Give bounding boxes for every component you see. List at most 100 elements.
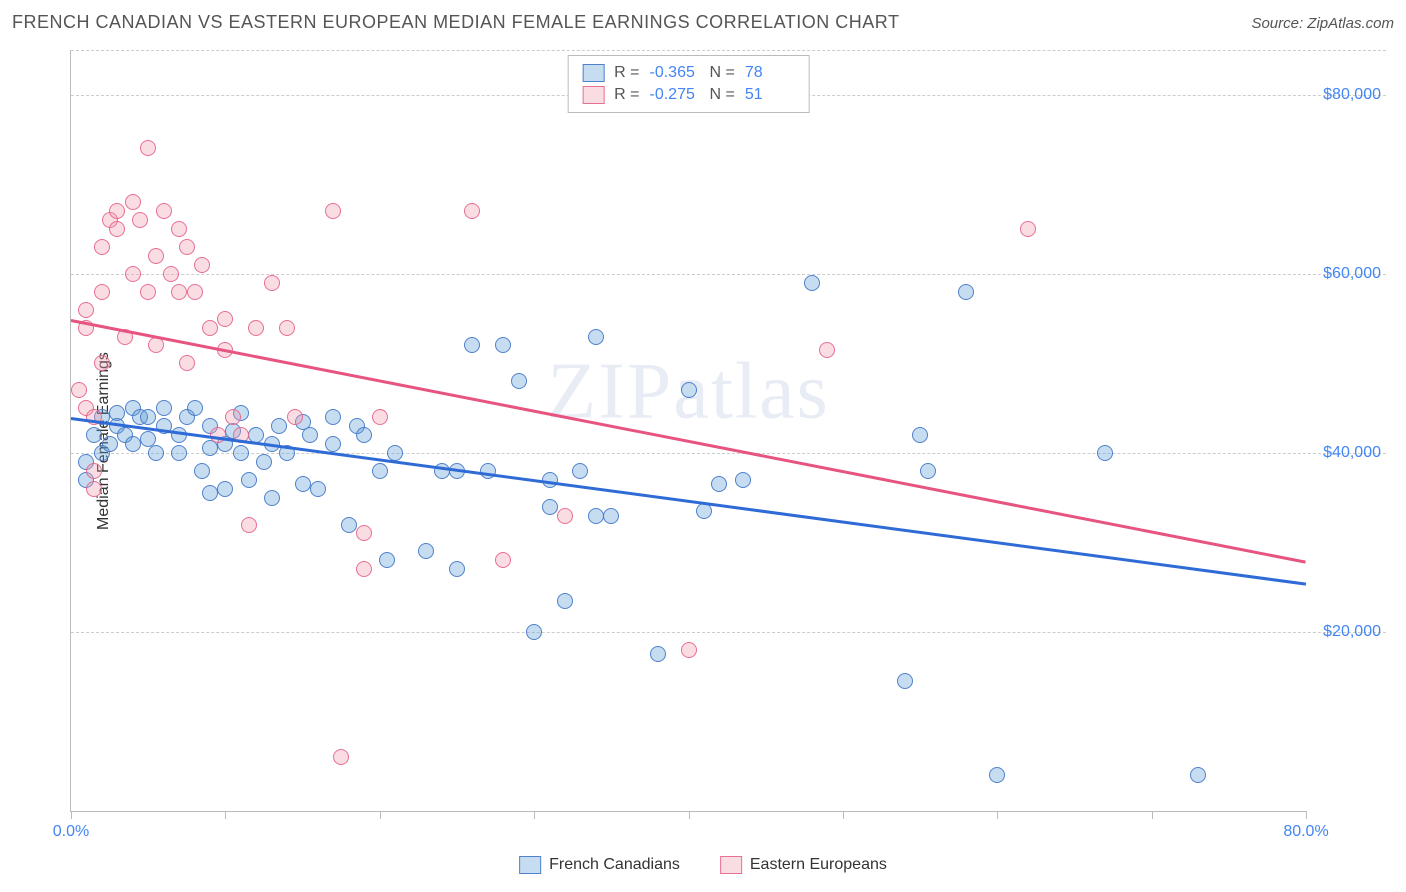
correlation-stats-box: R =-0.365N =78R =-0.275N =51 [567, 55, 810, 113]
data-point [897, 673, 913, 689]
data-point [171, 427, 187, 443]
stat-n-value: 78 [745, 64, 795, 82]
legend-swatch [582, 86, 604, 104]
data-point [256, 454, 272, 470]
data-point [94, 284, 110, 300]
data-point [109, 221, 125, 237]
data-point [102, 436, 118, 452]
data-point [920, 463, 936, 479]
stat-n-label: N = [710, 64, 735, 82]
data-point [156, 203, 172, 219]
data-point [557, 508, 573, 524]
data-point [572, 463, 588, 479]
x-tick [843, 811, 844, 819]
stats-row: R =-0.275N =51 [582, 84, 795, 106]
data-point [588, 508, 604, 524]
data-point [86, 427, 102, 443]
data-point [681, 382, 697, 398]
data-point [171, 284, 187, 300]
data-point [325, 409, 341, 425]
legend: French Canadians Eastern Europeans [519, 856, 887, 874]
data-point [163, 266, 179, 282]
x-tick [1152, 811, 1153, 819]
data-point [71, 382, 87, 398]
data-point [109, 203, 125, 219]
data-point [333, 749, 349, 765]
data-point [603, 508, 619, 524]
data-point [310, 481, 326, 497]
data-point [156, 400, 172, 416]
data-point [379, 552, 395, 568]
data-point [202, 320, 218, 336]
data-point [279, 320, 295, 336]
data-point [264, 275, 280, 291]
x-tick-label: 80.0% [1283, 823, 1328, 841]
legend-label: French Canadians [549, 856, 680, 874]
data-point [171, 445, 187, 461]
data-point [148, 337, 164, 353]
data-point [194, 463, 210, 479]
data-point [233, 445, 249, 461]
x-tick-label: 0.0% [53, 823, 89, 841]
data-point [735, 472, 751, 488]
data-point [912, 427, 928, 443]
data-point [681, 642, 697, 658]
data-point [179, 239, 195, 255]
data-point [372, 463, 388, 479]
stat-n-label: N = [710, 86, 735, 104]
data-point [125, 266, 141, 282]
data-point [171, 221, 187, 237]
data-point [225, 409, 241, 425]
data-point [125, 436, 141, 452]
data-point [495, 552, 511, 568]
data-point [542, 499, 558, 515]
data-point [241, 517, 257, 533]
data-point [989, 767, 1005, 783]
data-point [372, 409, 388, 425]
gridline [71, 50, 1386, 51]
data-point [94, 239, 110, 255]
data-point [464, 337, 480, 353]
data-point [341, 517, 357, 533]
data-point [464, 203, 480, 219]
stat-r-label: R = [614, 86, 639, 104]
stat-r-label: R = [614, 64, 639, 82]
data-point [264, 490, 280, 506]
data-point [325, 436, 341, 452]
data-point [202, 485, 218, 501]
gridline [71, 632, 1386, 633]
chart-container: Median Female Earnings ZIPatlas R =-0.36… [50, 50, 1386, 832]
data-point [287, 409, 303, 425]
data-point [125, 194, 141, 210]
data-point [418, 543, 434, 559]
legend-swatch [582, 64, 604, 82]
data-point [194, 257, 210, 273]
data-point [217, 311, 233, 327]
data-point [588, 329, 604, 345]
data-point [132, 212, 148, 228]
stat-n-value: 51 [745, 86, 795, 104]
data-point [140, 284, 156, 300]
data-point [356, 561, 372, 577]
data-point [179, 355, 195, 371]
data-point [148, 248, 164, 264]
data-point [1097, 445, 1113, 461]
data-point [217, 481, 233, 497]
data-point [804, 275, 820, 291]
data-point [449, 561, 465, 577]
data-point [187, 400, 203, 416]
y-tick-label: $60,000 [1323, 265, 1381, 283]
x-tick [225, 811, 226, 819]
data-point [241, 472, 257, 488]
legend-swatch [519, 856, 541, 874]
legend-item: Eastern Europeans [720, 856, 887, 874]
data-point [187, 284, 203, 300]
data-point [1190, 767, 1206, 783]
data-point [86, 481, 102, 497]
plot-area: ZIPatlas R =-0.365N =78R =-0.275N =51 $2… [70, 50, 1306, 812]
data-point [356, 525, 372, 541]
data-point [248, 320, 264, 336]
data-point [696, 503, 712, 519]
data-point [387, 445, 403, 461]
x-tick [689, 811, 690, 819]
